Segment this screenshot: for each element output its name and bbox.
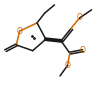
Text: O: O [77, 13, 83, 22]
Text: O: O [80, 46, 86, 55]
Text: O: O [17, 27, 23, 36]
Text: O: O [65, 61, 71, 70]
